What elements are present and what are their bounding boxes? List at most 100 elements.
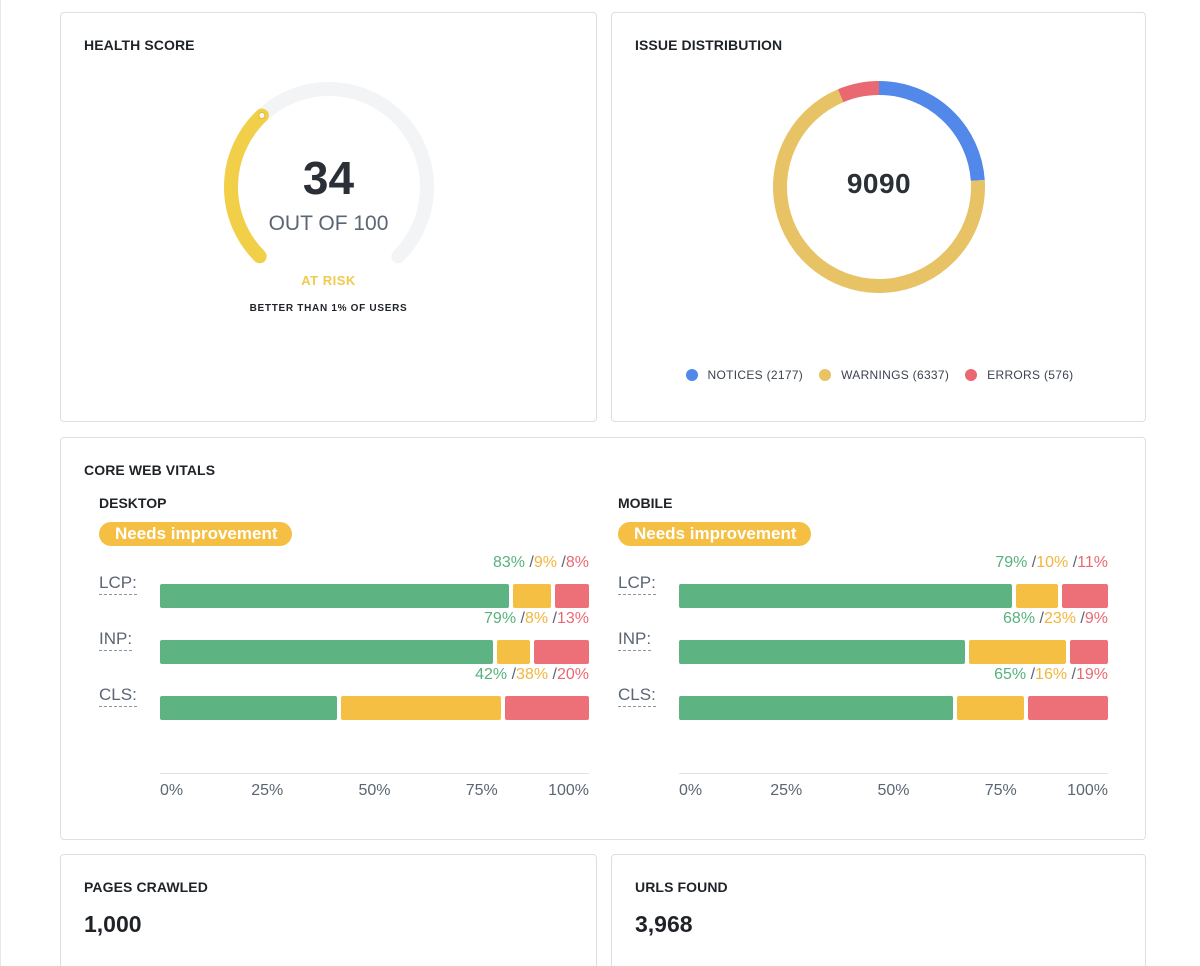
percent-separator: / xyxy=(1035,610,1044,627)
desktop-metric-percentages-inp: 79% /8% /13% xyxy=(484,610,589,628)
mobile-vitals-panel: MOBILE Needs improvement LCP: 79% /10% /11%… xyxy=(580,438,1108,838)
percent-separator: / xyxy=(1068,554,1078,571)
percent-separator: / xyxy=(548,666,557,683)
health-score-max: OUT OF 100 xyxy=(268,212,389,235)
bar-segment-poor[interactable] xyxy=(1070,640,1108,664)
issue-total-count: 9090 xyxy=(846,168,912,199)
percent-separator: / xyxy=(1027,554,1037,571)
mobile-metric-percentages-inp: 68% /23% /9% xyxy=(1003,610,1108,628)
percent-poor: 9% xyxy=(1084,610,1108,627)
percent-separator: / xyxy=(1067,666,1076,683)
desktop-axis-line xyxy=(160,773,589,774)
bar-segment-poor[interactable] xyxy=(504,696,589,720)
legend-label: WARNINGS (6337) xyxy=(841,368,950,382)
bar-segment-mid[interactable] xyxy=(1015,584,1058,608)
percent-separator: / xyxy=(1075,610,1085,627)
percent-poor: 8% xyxy=(565,554,589,571)
mobile-axis-tick: 50% xyxy=(877,782,910,799)
bar-segment-poor[interactable] xyxy=(555,584,589,608)
percent-separator: / xyxy=(524,554,534,571)
desktop-metric-percentages-cls: 42% /38% /20% xyxy=(475,666,589,684)
percent-poor: 19% xyxy=(1075,666,1108,683)
desktop-axis-tick: 75% xyxy=(465,782,498,799)
legend-label: ERRORS (576) xyxy=(987,368,1074,382)
pages-crawled-title: PAGES CRAWLED xyxy=(84,879,208,895)
bar-segment-mid[interactable] xyxy=(969,640,1067,664)
legend-item-errors[interactable]: ERRORS (576) xyxy=(965,368,1073,382)
health-score-value: 34 xyxy=(302,152,355,204)
percent-good: 68% xyxy=(1003,610,1036,627)
issue-distribution-card: ISSUE DISTRIBUTION 9090 NOTICES (2177) WA… xyxy=(611,12,1146,422)
bar-segment-good[interactable] xyxy=(679,584,1012,608)
percent-good: 79% xyxy=(484,610,517,627)
mobile-axis-tick: 25% xyxy=(770,782,803,799)
desktop-metric-percentages-lcp: 83% /9% /8% xyxy=(493,554,589,572)
percent-good: 42% xyxy=(475,666,508,683)
bar-segment-good[interactable] xyxy=(160,696,337,720)
mobile-metric-bar-cls xyxy=(679,696,1108,720)
percent-poor: 20% xyxy=(556,666,589,683)
percent-mid: 23% xyxy=(1043,610,1076,627)
desktop-metric-bar-lcp xyxy=(160,584,589,608)
desktop-axis-tick: 25% xyxy=(251,782,284,799)
desktop-axis-tick: 100% xyxy=(548,782,589,799)
percent-separator: / xyxy=(556,554,566,571)
bar-segment-mid[interactable] xyxy=(513,584,552,608)
mobile-metric-bar-lcp xyxy=(679,584,1108,608)
pages-crawled-card: PAGES CRAWLED 1,000 xyxy=(60,854,597,966)
legend-item-warnings[interactable]: WARNINGS (6337) xyxy=(819,368,949,382)
urls-found-card: URLS FOUND 3,968 xyxy=(611,854,1146,966)
mobile-axis-tick: 100% xyxy=(1067,782,1108,799)
percent-good: 83% xyxy=(492,554,525,571)
bar-segment-poor[interactable] xyxy=(1061,584,1108,608)
mobile-axis-line xyxy=(679,773,1108,774)
bar-segment-good[interactable] xyxy=(679,640,966,664)
bar-segment-mid[interactable] xyxy=(956,696,1024,720)
desktop-vitals-panel: DESKTOP Needs improvement LCP: 83% /9% /8% I… xyxy=(61,438,589,838)
donut-slice-notices xyxy=(878,81,985,182)
bar-segment-poor[interactable] xyxy=(534,640,589,664)
donut-slice-warnings xyxy=(773,89,985,293)
desktop-status-badge: Needs improvement xyxy=(99,522,292,546)
mobile-metric-label-inp[interactable]: INP: xyxy=(618,630,652,651)
desktop-metric-label-inp[interactable]: INP: xyxy=(99,630,133,651)
core-web-vitals-card: CORE WEB VITALS DESKTOP Needs improvement… xyxy=(60,437,1146,840)
percent-mid: 38% xyxy=(516,666,549,683)
core-web-vitals-title: CORE WEB VITALS xyxy=(84,462,216,478)
mobile-axis-tick: 0% xyxy=(679,782,703,799)
issue-distribution-title: ISSUE DISTRIBUTION xyxy=(635,37,783,53)
legend-item-notices[interactable]: NOTICES (2177) xyxy=(685,368,804,382)
mobile-title: MOBILE xyxy=(618,495,673,511)
desktop-title: DESKTOP xyxy=(99,495,167,511)
bar-segment-mid[interactable] xyxy=(340,696,501,720)
health-gauge xyxy=(224,82,434,264)
desktop-metric-label-lcp[interactable]: LCP: xyxy=(99,574,137,595)
desktop-metric-label-cls[interactable]: CLS: xyxy=(99,686,137,707)
bar-segment-good[interactable] xyxy=(679,696,953,720)
desktop-metric-bar-inp xyxy=(160,640,589,664)
mobile-axis-tick: 75% xyxy=(984,782,1017,799)
health-score-card: HEALTH SCORE 34 OUT OF 100 AT RISK BETTE… xyxy=(60,12,597,422)
mobile-metric-label-cls[interactable]: CLS: xyxy=(618,686,656,707)
desktop-metric-bar-cls xyxy=(160,696,589,720)
percent-poor: 11% xyxy=(1077,554,1108,571)
health-status-label: AT RISK xyxy=(301,273,356,288)
bar-segment-mid[interactable] xyxy=(496,640,531,664)
percent-mid: 8% xyxy=(524,610,549,627)
percent-good: 79% xyxy=(995,554,1028,571)
bar-segment-good[interactable] xyxy=(160,640,493,664)
legend-dot-icon xyxy=(819,369,832,381)
legend-label: NOTICES (2177) xyxy=(707,368,804,382)
health-score-title: HEALTH SCORE xyxy=(84,37,195,53)
percent-poor: 13% xyxy=(556,610,589,627)
mobile-metric-bar-inp xyxy=(679,640,1108,664)
health-comparison-text: BETTER THAN 1% OF USERS xyxy=(249,303,408,314)
mobile-metric-label-lcp[interactable]: LCP: xyxy=(618,574,656,595)
bar-segment-poor[interactable] xyxy=(1028,696,1108,720)
percent-separator: / xyxy=(548,610,557,627)
percent-mid: 16% xyxy=(1035,666,1068,683)
bar-segment-good[interactable] xyxy=(160,584,510,608)
issue-donut-chart xyxy=(773,81,985,293)
issue-legend: NOTICES (2177) WARNINGS (6337) ERRORS (576… xyxy=(612,368,1147,382)
percent-mid: 9% xyxy=(533,554,557,571)
